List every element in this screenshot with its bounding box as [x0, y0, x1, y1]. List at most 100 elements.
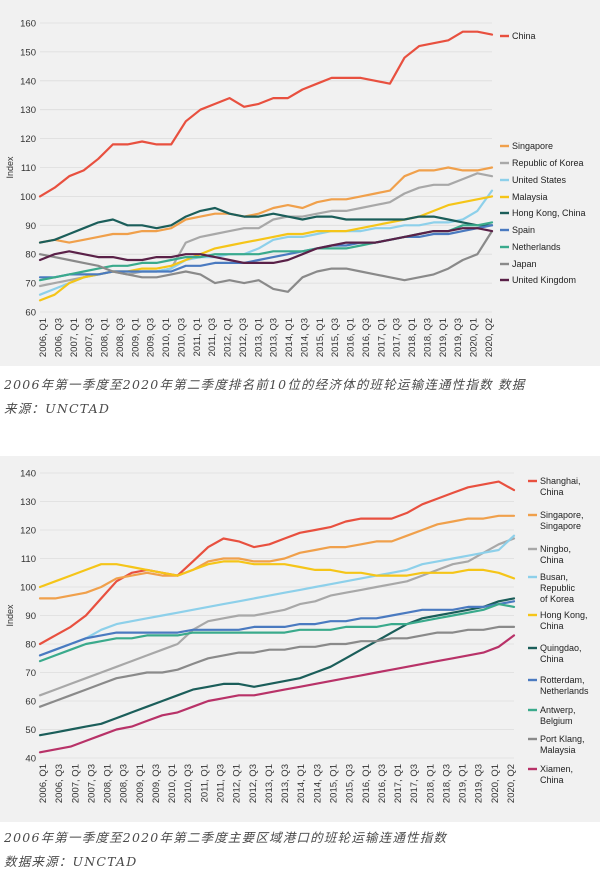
x-tick-label: 2009, Q3 [151, 764, 162, 803]
chart-panel-ports: 40 50 60 70 80 90 100 110 120 130 140 Index 2006, Q1… [0, 456, 600, 822]
y-tick-label: 150 [20, 47, 36, 58]
series-line-singapore-singapore [38, 514, 516, 600]
series-line-antwerp-belgium [38, 603, 516, 663]
x-tick-label: 2013, Q1 [253, 318, 264, 357]
chart-panel-economies: 60 70 80 90 100 110 120 130 140 150 160 Index 2006, … [0, 0, 600, 366]
x-tick-label: 2011, Q3 [216, 764, 227, 802]
series-line-ningbo-china [38, 537, 516, 697]
x-tick-label: 2012, Q1 [223, 318, 234, 357]
x-tick-label: 2019, Q3 [474, 764, 485, 803]
legend-label-china: China [512, 31, 536, 41]
series-line-rotterdam-netherlands [38, 600, 516, 657]
x-tick-label: 2011, Q1 [192, 318, 203, 356]
x-tick-label: 2014, Q3 [312, 764, 323, 803]
x-tick-label: 2007, Q3 [86, 764, 97, 803]
legend-label-singapore-singapore: Singapore, Singapore [540, 510, 584, 531]
y-tick-label: 100 [20, 583, 36, 594]
caption-ports-line2: 数据来源：UNCTAD [4, 854, 138, 869]
legend-label-united-kingdom: United Kingdom [512, 275, 576, 285]
x-tick-label: 2020, Q2 [506, 764, 517, 803]
x-tick-label: 2012, Q3 [248, 764, 259, 803]
y-tick-label: 50 [25, 725, 36, 736]
x-tick-label: 2009, Q1 [135, 764, 146, 803]
legend-label-port-klang-malaysia: Port Klang, Malaysia [540, 734, 585, 755]
series-line-quingdao-china [38, 597, 516, 737]
x-tick-label: 2006, Q3 [54, 764, 65, 803]
y-tick-label: 100 [20, 192, 36, 203]
y-tick-label: 80 [25, 640, 36, 651]
x-tick-label: 2017, Q1 [376, 318, 387, 357]
y-tick-label: 140 [20, 76, 36, 87]
x-tick-label: 2012, Q3 [238, 318, 249, 357]
series-line-hong-kong-china [38, 206, 494, 244]
legend-label-ningbo-china: Ningbo, China [540, 544, 571, 565]
x-tick-label: 2006, Q3 [53, 318, 64, 357]
y-tick-label: 120 [20, 134, 36, 145]
x-tick-label: 2016, Q1 [361, 764, 372, 803]
legend-label-antwerp-belgium: Antwerp, Belgium [540, 705, 576, 726]
x-tick-label: 2016, Q3 [361, 318, 372, 357]
caption-economies-line2: 来源：UNCTAD [4, 401, 111, 416]
y-tick-label: 80 [25, 250, 36, 261]
x-tick-label: 2010, Q1 [161, 318, 172, 357]
x-tick-label: 2011, Q3 [207, 318, 218, 356]
y-tick-label: 130 [20, 497, 36, 508]
series-line-united-kingdom [38, 227, 494, 264]
x-tick-label: 2010, Q3 [183, 764, 194, 803]
x-tick-label: 2012, Q1 [232, 764, 243, 803]
y-tick-label: 90 [25, 611, 36, 622]
x-tick-label: 2008, Q1 [100, 318, 111, 357]
y-axis-label: Index [5, 604, 15, 627]
y-tick-label: 110 [21, 163, 36, 174]
series-line-united-states [38, 189, 494, 296]
legend-label-xiamen-china: Xiamen, China [540, 764, 573, 785]
caption-economies: 2006年第一季度至2020年第二季度排名前10位的经济体的班轮运输连通性指数 … [4, 373, 598, 421]
y-tick-label: 130 [20, 105, 36, 116]
legend-label-busan-republic-of-korea: Busan, Republic of Korea [540, 572, 576, 604]
x-tick-label: 2014, Q1 [296, 764, 307, 803]
legend-label-shanghai-china: Shanghai, China [540, 476, 581, 497]
x-tick-label: 2007, Q3 [84, 318, 95, 357]
x-tick-label: 2016, Q3 [377, 764, 388, 803]
x-tick-label: 2013, Q3 [280, 764, 291, 803]
x-tick-label: 2019, Q3 [453, 318, 464, 357]
legend-label-rotterdam-netherlands: Rotterdam, Netherlands [540, 675, 589, 696]
chart-ports: 40 50 60 70 80 90 100 110 120 130 140 Index 2006, Q1… [5, 469, 589, 804]
caption-economies-line1: 2006年第一季度至2020年第二季度排名前10位的经济体的班轮运输连通性指数 … [4, 377, 526, 392]
x-tick-label: 2020, Q1 [490, 764, 501, 803]
x-tick-label: 2013, Q3 [269, 318, 280, 357]
x-tick-label: 2017, Q3 [392, 318, 403, 357]
x-tick-label: 2018, Q3 [441, 764, 452, 803]
y-tick-label: 70 [25, 279, 36, 290]
series-line-xiamen-china [38, 634, 516, 754]
x-tick-label: 2016, Q1 [346, 318, 357, 357]
y-tick-label: 60 [25, 697, 36, 708]
y-axis-label: Index [5, 156, 15, 179]
legend-label-hong-kong-china: Hong Kong, China [512, 208, 586, 218]
x-tick-label: 2007, Q1 [69, 318, 80, 357]
y-tick-label: 40 [25, 754, 36, 765]
legend-label-netherlands: Netherlands [512, 242, 561, 252]
legend-label-republic-of-korea: Republic of Korea [512, 158, 584, 168]
y-tick-label: 110 [21, 554, 36, 565]
x-tick-label: 2010, Q3 [176, 318, 187, 357]
x-tick-label: 2018, Q1 [425, 764, 436, 803]
x-tick-label: 2015, Q3 [330, 318, 341, 357]
x-tick-label: 2006, Q1 [38, 764, 49, 803]
caption-ports-line1: 2006年第一季度至2020年第二季度主要区域港口的班轮运输连通性指数 [4, 830, 448, 845]
x-tick-label: 2008, Q3 [119, 764, 130, 803]
y-tick-label: 60 [25, 308, 36, 319]
series-line-busan-republic-of-korea [38, 534, 516, 657]
x-tick-label: 2008, Q1 [103, 764, 114, 803]
x-tick-label: 2020, Q1 [469, 318, 480, 357]
x-tick-label: 2019, Q1 [458, 764, 469, 803]
legend-label-quingdao-china: Quingdao, China [540, 643, 582, 664]
legend-label-malaysia: Malaysia [512, 192, 548, 202]
x-tick-label: 2014, Q3 [299, 318, 310, 357]
chart-economies: 60 70 80 90 100 110 120 130 140 150 160 Index 2006, … [5, 19, 586, 358]
x-tick-label: 2017, Q1 [393, 764, 404, 803]
y-tick-label: 90 [25, 221, 36, 232]
x-tick-label: 2006, Q1 [38, 318, 49, 357]
series-line-shanghai-china [38, 480, 516, 646]
y-tick-label: 120 [20, 526, 36, 537]
